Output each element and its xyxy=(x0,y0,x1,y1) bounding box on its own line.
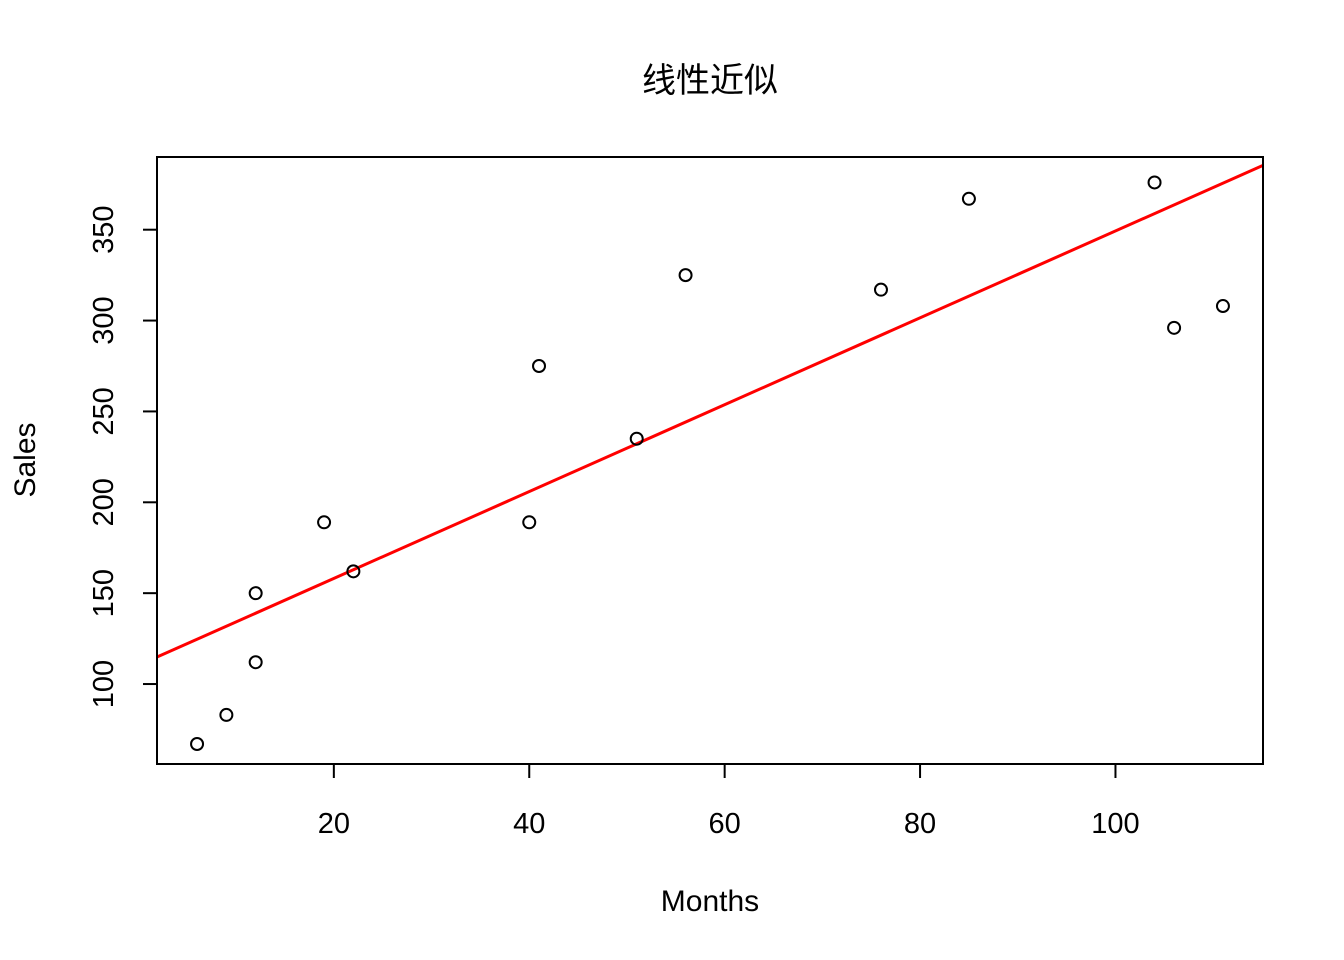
data-point xyxy=(1215,299,1230,314)
data-point xyxy=(1147,175,1162,190)
data-point xyxy=(532,358,547,373)
plot-frame xyxy=(156,156,1264,765)
x-axis-label: Months xyxy=(661,885,759,918)
data-point xyxy=(873,282,888,297)
data-point xyxy=(190,737,205,752)
x-tick-label: 60 xyxy=(709,808,741,840)
data-point xyxy=(219,707,234,722)
data-point xyxy=(248,586,263,601)
data-point xyxy=(678,268,693,283)
data-points xyxy=(190,175,1230,752)
y-tick-label: 200 xyxy=(88,478,120,526)
fit-line-group xyxy=(157,164,1263,659)
data-point xyxy=(1167,320,1182,335)
fit-line xyxy=(157,164,1263,659)
chart-title: 线性近似 xyxy=(642,61,778,101)
y-tick-label: 300 xyxy=(88,296,120,344)
data-point xyxy=(629,431,644,446)
y-axis-label: Sales xyxy=(9,422,42,497)
y-tick-label: 350 xyxy=(88,205,120,253)
data-point xyxy=(961,191,976,206)
y-tick-label: 100 xyxy=(88,660,120,708)
data-point xyxy=(317,515,332,530)
x-tick-label: 20 xyxy=(318,808,350,840)
x-tick-label: 40 xyxy=(513,808,545,840)
data-point xyxy=(346,564,361,579)
data-point xyxy=(522,515,537,530)
x-tick-label: 100 xyxy=(1091,808,1139,840)
y-axis: 100 150 200 250 300 350 xyxy=(88,205,158,708)
data-point xyxy=(248,655,263,670)
y-tick-label: 150 xyxy=(88,569,120,617)
y-tick-label: 250 xyxy=(88,387,120,435)
x-tick-label: 80 xyxy=(904,808,936,840)
x-axis: 20 40 60 80 100 xyxy=(318,763,1140,840)
